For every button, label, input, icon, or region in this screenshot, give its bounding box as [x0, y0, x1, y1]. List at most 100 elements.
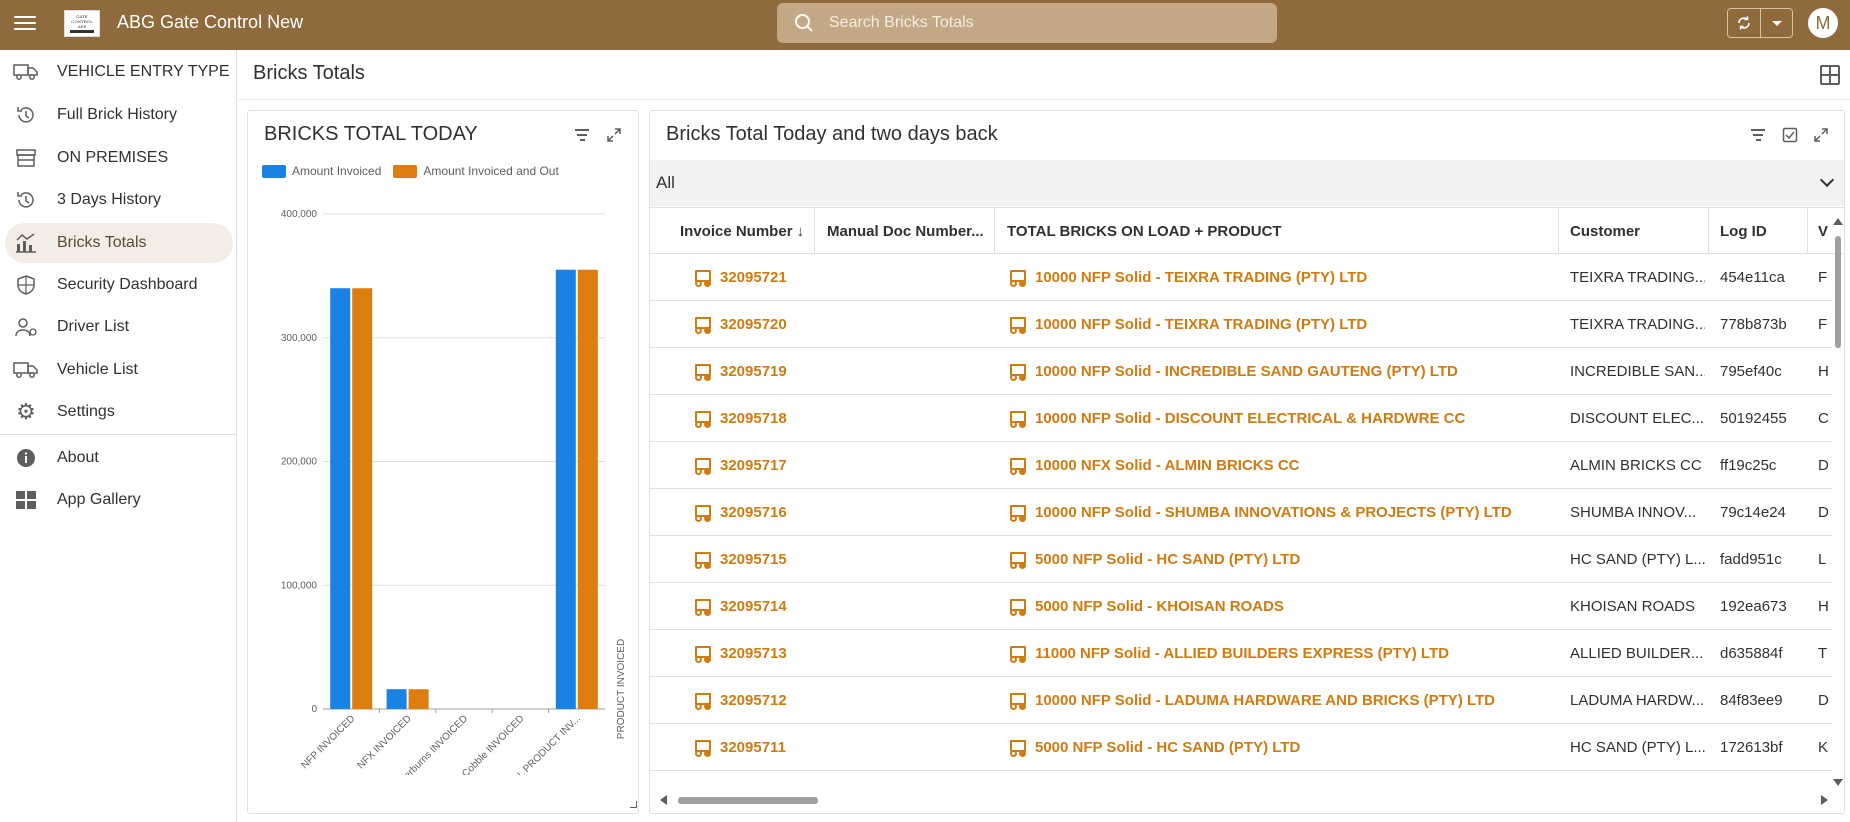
- sidebar-item-full-brick-history[interactable]: Full Brick History: [5, 95, 233, 135]
- truck-icon: [692, 458, 712, 475]
- total-bricks-link[interactable]: 10000 NFX Solid - ALMIN BRICKS CC: [1007, 442, 1552, 488]
- column-header-customer[interactable]: Customer: [1570, 222, 1641, 240]
- table-row[interactable]: 32095718 10000 NFP Solid - DISCOUNT ELECT…: [650, 395, 1832, 442]
- avatar[interactable]: M: [1808, 8, 1838, 38]
- column-header-total-bricks[interactable]: TOTAL BRICKS ON LOAD + PRODUCT: [1007, 222, 1282, 240]
- invoice-number-link[interactable]: 32095718: [692, 395, 812, 441]
- sidebar-item-on-premises[interactable]: ON PREMISES: [5, 138, 233, 178]
- table-row[interactable]: 32095717 10000 NFX Solid - ALMIN BRICKS C…: [650, 442, 1832, 489]
- column-divider[interactable]: [1708, 208, 1709, 254]
- bar[interactable]: [330, 288, 351, 709]
- scroll-left-arrow-icon[interactable]: [660, 795, 667, 805]
- resize-handle[interactable]: [630, 801, 637, 808]
- invoice-number-link[interactable]: 32095710: [692, 771, 812, 787]
- invoice-number-link[interactable]: 32095717: [692, 442, 812, 488]
- filter-icon[interactable]: [573, 126, 591, 144]
- vertical-scrollbar[interactable]: [1832, 218, 1844, 786]
- invoice-number-link[interactable]: 32095721: [692, 254, 812, 300]
- sidebar-item-driver-list[interactable]: Driver List: [5, 307, 233, 347]
- scroll-right-arrow-icon[interactable]: [1821, 795, 1828, 805]
- filter-dropdown[interactable]: All: [650, 160, 1844, 206]
- scroll-down-arrow-icon[interactable]: [1833, 779, 1843, 786]
- column-divider[interactable]: [814, 208, 815, 254]
- bar[interactable]: [408, 689, 429, 709]
- truck-icon: [692, 317, 712, 334]
- invoice-number-link[interactable]: 32095719: [692, 348, 812, 394]
- scrollbar-thumb[interactable]: [678, 797, 818, 804]
- invoice-number-link[interactable]: 32095715: [692, 536, 812, 582]
- bar[interactable]: [352, 288, 373, 709]
- bar[interactable]: [386, 689, 407, 709]
- column-header-log-id[interactable]: Log ID: [1720, 222, 1767, 240]
- invoice-number-link[interactable]: 32095711: [692, 724, 812, 770]
- total-bricks-link[interactable]: 10000 NFP Solid - DISCOUNT ELECTRICAL & …: [1007, 395, 1552, 441]
- table-card: [649, 110, 1845, 814]
- sidebar-item-vehicle-list[interactable]: Vehicle List: [5, 350, 233, 390]
- invoice-number-link[interactable]: 32095712: [692, 677, 812, 723]
- sidebar-item-app-gallery[interactable]: App Gallery: [5, 480, 233, 520]
- bar[interactable]: [577, 269, 598, 709]
- search-box[interactable]: [777, 3, 1277, 43]
- column-header-manual-doc-number[interactable]: Manual Doc Number...: [827, 222, 984, 240]
- total-bricks-link[interactable]: 11000 NFP Solid - ALLIED BUILDERS EXPRES…: [1007, 630, 1552, 676]
- select-checkbox-icon[interactable]: [1781, 126, 1799, 144]
- sidebar-item-vehicle-entry-type[interactable]: VEHICLE ENTRY TYPE: [5, 52, 233, 92]
- invoice-number-link[interactable]: 32095720: [692, 301, 812, 347]
- total-bricks-link[interactable]: 5000 NFP Solid - HC SAND (PTY) LTD: [1007, 536, 1552, 582]
- table-row[interactable]: 32095716 10000 NFP Solid - SHUMBA INNOVAT…: [650, 489, 1832, 536]
- truck-icon: [692, 411, 712, 428]
- hamburger-menu-icon[interactable]: [14, 14, 36, 32]
- table-row[interactable]: 32095712 10000 NFP Solid - LADUMA HARDWAR…: [650, 677, 1832, 724]
- refresh-icon[interactable]: [1728, 9, 1761, 37]
- table-row[interactable]: 32095715 5000 NFP Solid - HC SAND (PTY) L…: [650, 536, 1832, 583]
- table-row[interactable]: 32095720 10000 NFP Solid - TEIXRA TRADING…: [650, 301, 1832, 348]
- horizontal-scrollbar[interactable]: [658, 793, 1830, 807]
- sidebar-item-bricks-totals[interactable]: Bricks Totals: [5, 223, 233, 263]
- total-bricks-link[interactable]: 10000 NFP Solid - SHUMBA INNOVATIONS & P…: [1007, 489, 1552, 535]
- table-row[interactable]: 32095721 10000 NFP Solid - TEIXRA TRADING…: [650, 254, 1832, 301]
- invoice-number-link[interactable]: 32095713: [692, 630, 812, 676]
- legend-item[interactable]: Amount Invoiced and Out: [393, 164, 559, 178]
- total-bricks-link[interactable]: 10000 NFP Solid - LADUMA HARDWARE AND BR…: [1007, 677, 1552, 723]
- cell-text: 10000 NFP Solid - SHUMBA INNOVATIONS & P…: [1035, 503, 1512, 521]
- scroll-up-arrow-icon[interactable]: [1833, 218, 1843, 225]
- total-bricks-link[interactable]: 10000 NFP Solid - TEIXRA TRADING (PTY) L…: [1007, 301, 1552, 347]
- scrollbar-thumb[interactable]: [1835, 236, 1841, 348]
- total-bricks-link[interactable]: 10000 NFP Solid - TEIXRA TRADING (PTY) L…: [1007, 254, 1552, 300]
- total-bricks-link[interactable]: 5000 NFP Solid - HC SAND (PTY) LTD: [1007, 724, 1552, 770]
- column-divider[interactable]: [1558, 208, 1559, 254]
- table-card-title: Bricks Total Today and two days back: [666, 123, 998, 145]
- invoice-number-link[interactable]: 32095714: [692, 583, 812, 629]
- table-row[interactable]: 32095714 5000 NFP Solid - KHOISAN ROADS KH…: [650, 583, 1832, 630]
- app-logo: GATE CONTROL APP: [64, 10, 100, 37]
- legend-item[interactable]: Amount Invoiced: [262, 164, 381, 178]
- column-header-invoice-number[interactable]: Invoice Number ↓: [680, 208, 810, 254]
- bar[interactable]: [555, 269, 576, 709]
- search-input[interactable]: [829, 14, 1249, 32]
- column-divider[interactable]: [1807, 208, 1808, 254]
- sidebar-item-security-dashboard[interactable]: Security Dashboard: [5, 265, 233, 305]
- sidebar-item-about[interactable]: About: [5, 438, 233, 478]
- filter-icon[interactable]: [1749, 126, 1767, 144]
- cell-text: 10000 NFP Solid - DISCOUNT ELECTRICAL & …: [1035, 409, 1466, 427]
- table-row[interactable]: 32095719 10000 NFP Solid - INCREDIBLE SAN…: [650, 348, 1832, 395]
- table-row[interactable]: 32095710 5000 NFP Solid - INCEDENZO TRADI…: [650, 771, 1832, 787]
- expand-icon[interactable]: [1812, 126, 1830, 144]
- table-row[interactable]: 32095711 5000 NFP Solid - HC SAND (PTY) L…: [650, 724, 1832, 771]
- sidebar-item-3-days-history[interactable]: 3 Days History: [5, 180, 233, 220]
- expand-icon[interactable]: [605, 126, 623, 144]
- column-divider[interactable]: [994, 208, 995, 254]
- top-bar: GATE CONTROL APP ABG Gate Control New M: [0, 0, 1850, 50]
- total-bricks-link[interactable]: 10000 NFP Solid - INCREDIBLE SAND GAUTEN…: [1007, 348, 1552, 394]
- total-bricks-link[interactable]: 5000 NFP Solid - INCEDENZO TRADING: [1007, 771, 1552, 787]
- customer-cell: DISCOUNT ELEC...: [1570, 395, 1705, 441]
- column-header-v[interactable]: V: [1818, 222, 1829, 240]
- total-bricks-link[interactable]: 5000 NFP Solid - KHOISAN ROADS: [1007, 583, 1552, 629]
- chevron-down-icon[interactable]: [1761, 9, 1792, 37]
- invoice-number-link[interactable]: 32095716: [692, 489, 812, 535]
- chart-card-title: BRICKS TOTAL TODAY: [264, 123, 478, 145]
- sidebar-item-settings[interactable]: ⚙ Settings: [5, 392, 233, 432]
- layout-grid-icon[interactable]: [1820, 65, 1840, 85]
- sidebar-item-label: Vehicle List: [57, 361, 138, 378]
- table-row[interactable]: 32095713 11000 NFP Solid - ALLIED BUILDER…: [650, 630, 1832, 677]
